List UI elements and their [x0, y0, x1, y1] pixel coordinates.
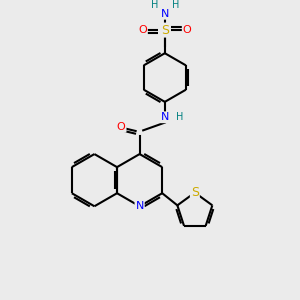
Text: O: O — [138, 25, 147, 35]
Text: S: S — [161, 24, 169, 37]
Text: H: H — [151, 1, 158, 10]
Text: S: S — [191, 186, 199, 199]
Text: N: N — [160, 112, 169, 122]
Text: N: N — [160, 9, 169, 19]
Text: O: O — [117, 122, 126, 132]
Text: H: H — [172, 1, 179, 10]
Text: H: H — [176, 112, 184, 122]
Text: N: N — [135, 201, 144, 211]
Text: O: O — [183, 25, 191, 35]
